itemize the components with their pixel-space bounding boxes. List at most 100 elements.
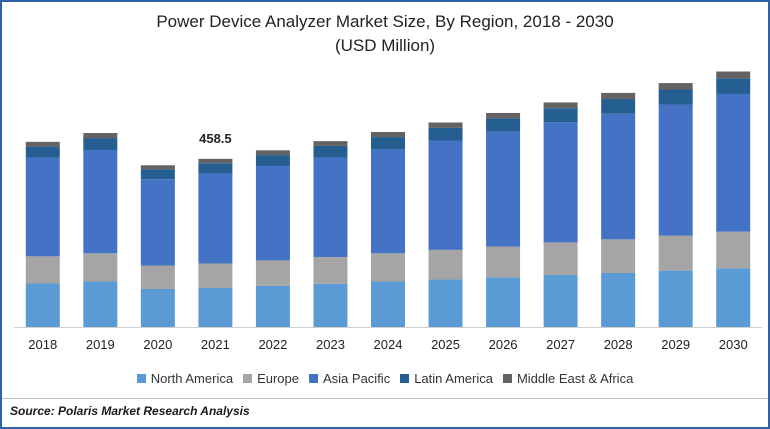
bar-segment-north-america-2021	[198, 287, 233, 327]
bar-segment-latin-america-2021	[198, 163, 233, 174]
bar-segment-latin-america-2024	[371, 137, 405, 149]
divider	[2, 398, 768, 399]
legend-item-middle-east-africa: Middle East & Africa	[502, 371, 634, 386]
bar-segment-middle-east-africa-2021	[198, 158, 233, 164]
bar-segment-europe-2025	[428, 249, 463, 280]
bar-segment-europe-2028	[601, 239, 636, 273]
bar-segment-latin-america-2020	[140, 169, 175, 180]
x-tick-label: 2020	[143, 337, 172, 352]
bar-segment-asia-pacific-2024	[371, 148, 405, 254]
bar-segment-europe-2023	[313, 257, 348, 284]
bar-segment-latin-america-2018	[25, 146, 60, 158]
bar-segment-latin-america-2027	[543, 108, 578, 123]
chart-title: Power Device Analyzer Market Size, By Re…	[156, 12, 614, 31]
bar-segment-asia-pacific-2019	[83, 149, 118, 254]
bar-segment-middle-east-africa-2020	[140, 165, 175, 170]
legend-label: Middle East & Africa	[516, 371, 634, 386]
x-tick-label: 2018	[28, 337, 57, 352]
bar-segment-europe-2018	[25, 256, 60, 284]
x-tick-label: 2021	[201, 337, 230, 352]
chart-legend: North America Europe Asia Pacific Latin Ame…	[2, 371, 768, 386]
bar-segment-north-america-2030	[716, 268, 751, 327]
bar-segment-north-america-2020	[140, 288, 175, 327]
bar-segment-europe-2021	[198, 263, 233, 288]
bar-segment-north-america-2028	[601, 272, 636, 327]
bar-segment-europe-2027	[543, 242, 578, 276]
x-tick-label: 2023	[316, 337, 345, 352]
bar-segment-europe-2026	[486, 246, 521, 278]
bar-segment-latin-america-2026	[486, 118, 521, 132]
bar-segment-middle-east-africa-2023	[313, 141, 348, 146]
bar-segment-europe-2022	[255, 260, 290, 286]
bar-segment-north-america-2024	[371, 281, 405, 327]
bar-segment-europe-2019	[83, 253, 118, 282]
bar-segment-middle-east-africa-2019	[83, 133, 118, 139]
bar-segment-north-america-2029	[658, 270, 693, 327]
bar-segment-middle-east-africa-2018	[25, 141, 60, 147]
legend-swatch	[136, 374, 146, 383]
x-tick-label: 2029	[661, 337, 690, 352]
legend-item-asia-pacific: Asia Pacific	[309, 371, 390, 386]
legend-label: Asia Pacific	[323, 371, 391, 386]
bar-segment-north-america-2026	[486, 277, 521, 327]
legend-label: Europe	[257, 371, 299, 386]
bar-segment-middle-east-africa-2024	[371, 131, 405, 138]
bar-segment-europe-2029	[658, 235, 693, 271]
legend-label: North America	[150, 371, 234, 386]
bar-segment-latin-america-2019	[83, 138, 118, 150]
x-tick-label: 2028	[604, 337, 633, 352]
bar-segment-europe-2024	[371, 253, 405, 282]
chart-subtitle: (USD Million)	[334, 36, 436, 55]
legend-item-latin-america: Latin America	[400, 371, 493, 386]
legend-item-north-america: North America	[136, 371, 234, 386]
bar-segment-asia-pacific-2029	[658, 104, 693, 236]
x-tick-label: 2025	[431, 337, 460, 352]
x-tick-label: 2030	[719, 337, 748, 352]
bar-segment-north-america-2027	[543, 275, 578, 327]
bar-segment-north-america-2025	[428, 279, 463, 327]
bar-segment-europe-2030	[716, 231, 751, 269]
legend-item-europe: Europe	[243, 371, 299, 386]
legend-swatch	[243, 374, 253, 383]
bar-segment-latin-america-2022	[255, 155, 290, 166]
bar-segment-latin-america-2028	[601, 99, 636, 114]
bar-segment-latin-america-2030	[716, 78, 751, 94]
bar-segment-asia-pacific-2028	[601, 113, 636, 240]
x-tick-label: 2026	[489, 337, 518, 352]
legend-swatch	[309, 374, 318, 383]
bar-segment-north-america-2018	[25, 283, 60, 327]
bar-segment-middle-east-africa-2027	[543, 102, 578, 109]
bar-segment-asia-pacific-2023	[313, 157, 348, 258]
bar-segment-asia-pacific-2026	[486, 131, 521, 247]
bar-segment-middle-east-africa-2030	[716, 71, 751, 79]
bar-segment-asia-pacific-2025	[428, 140, 463, 250]
x-tick-label: 2027	[546, 337, 575, 352]
bar-segment-middle-east-africa-2022	[255, 150, 290, 156]
bar-segment-middle-east-africa-2026	[486, 112, 521, 119]
bar-segment-asia-pacific-2027	[543, 122, 578, 243]
stacked-bar-chart: 2018 2019 2020 2021 458.5 2022 2023 2024 2025 202…	[14, 71, 762, 352]
legend-swatch	[400, 374, 410, 383]
bar-segment-asia-pacific-2018	[25, 157, 60, 257]
bar-segment-europe-2020	[140, 265, 175, 289]
bar-segment-asia-pacific-2020	[140, 179, 175, 266]
bar-segment-north-america-2022	[255, 285, 290, 327]
x-tick-label: 2024	[374, 337, 403, 352]
data-label-2021: 458.5	[199, 131, 232, 146]
bar-segment-middle-east-africa-2029	[658, 83, 693, 90]
bar-segment-latin-america-2025	[428, 127, 463, 141]
source-note: Source: Polaris Market Research Analysis	[10, 404, 250, 418]
legend-label: Latin America	[414, 371, 493, 386]
bar-segment-asia-pacific-2030	[716, 93, 751, 232]
bar-segment-latin-america-2029	[658, 89, 693, 105]
bar-segment-middle-east-africa-2028	[601, 92, 636, 100]
bar-segment-middle-east-africa-2025	[428, 122, 463, 128]
legend-swatch	[502, 374, 512, 383]
bar-segment-asia-pacific-2021	[198, 173, 233, 264]
bar-segment-north-america-2019	[83, 281, 118, 327]
x-tick-label: 2022	[258, 337, 287, 352]
x-tick-label: 2019	[86, 337, 115, 352]
bar-segment-north-america-2023	[313, 283, 348, 327]
bar-segment-asia-pacific-2022	[255, 165, 290, 261]
